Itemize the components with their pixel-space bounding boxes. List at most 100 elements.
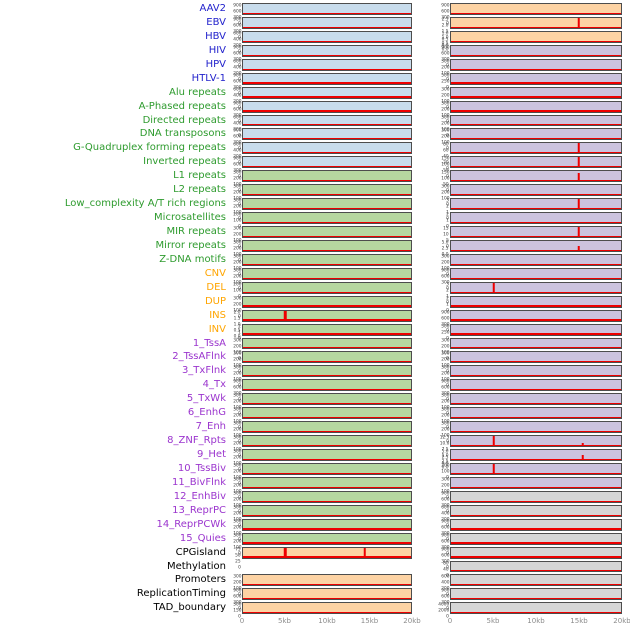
track-label: 7_Enh: [195, 421, 226, 433]
y-tick-label: 200: [232, 510, 241, 516]
y-tick-label: 600: [232, 78, 241, 84]
y-tick-label: 400: [440, 580, 449, 586]
plot-area: [242, 504, 412, 517]
y-axis-ticks: 900 600 300 0: [226, 16, 242, 39]
y-tick-label: 100: [440, 469, 449, 475]
data-baseline: [451, 26, 621, 28]
y-tick-label: 0: [238, 48, 241, 55]
y-tick-label: 300: [440, 393, 449, 399]
y-tick-label: 0: [238, 285, 241, 291]
y-tick-label: 0: [446, 614, 449, 620]
y-tick-label: 100: [232, 502, 241, 508]
y-tick-label: 0: [446, 425, 449, 431]
y-tick-label: 300: [232, 574, 241, 580]
plot-area: [242, 407, 412, 420]
track-label: HBV: [205, 30, 226, 42]
y-tick-label: 900: [440, 309, 449, 315]
plot-area: [242, 588, 412, 601]
data-baseline: [451, 570, 621, 572]
track-panel-right: 900 600 300 0: [434, 378, 622, 402]
track-label: 1_TssA: [192, 337, 226, 349]
data-baseline: [243, 542, 411, 544]
y-axis-ticks: 2.5 2.0 1.5 1.0 0.5 0.0: [434, 16, 450, 51]
y-tick-label: 0: [238, 244, 241, 250]
data-spike: [283, 547, 287, 558]
y-tick-label: 0: [238, 536, 241, 542]
track-row: CPGisland 75 50 25 0 900 600 300 0: [0, 546, 630, 569]
y-tick-label: 600: [440, 315, 449, 321]
y-tick-label: 200: [232, 413, 241, 419]
y-tick-label: 0: [238, 118, 241, 124]
track-label: DUP: [204, 295, 226, 307]
track-row: 4_Tx 900 600 300 0 900 600 300 0: [0, 378, 630, 402]
track-panel-left: 900 600 300 0: [226, 100, 412, 123]
track-label: 3_TxFlnk: [181, 365, 226, 377]
track-panel-right: 300 200 100 0: [434, 183, 622, 207]
data-baseline: [243, 152, 411, 154]
plot-area: [242, 114, 412, 127]
y-tick-label: 300: [232, 253, 241, 260]
track-panel-right: 150 100 50 0: [434, 169, 622, 193]
y-tick-label: 0: [238, 313, 241, 319]
y-tick-label: 200: [232, 232, 241, 238]
y-tick-label: 0: [446, 572, 449, 578]
y-axis-ticks: 900 600 300 0: [434, 490, 450, 513]
y-tick-label: 300: [440, 100, 449, 106]
y-tick-label: 0: [446, 84, 449, 90]
plot-area: [450, 532, 622, 545]
data-baseline: [243, 333, 411, 335]
track-label: 2_TssAFlnk: [172, 351, 226, 363]
x-tick-label: 20kb: [613, 617, 630, 626]
track-panel-right: 80 40 0: [434, 560, 622, 578]
plot-area: [450, 518, 622, 531]
y-axis-ticks: 150 100 50 0: [434, 155, 450, 179]
track-panel-right: 900 600 300 0: [434, 532, 622, 555]
data-baseline: [451, 124, 621, 126]
y-tick-label: 300: [440, 407, 449, 413]
data-spike: [577, 157, 580, 168]
data-baseline: [243, 486, 411, 488]
y-tick-label: 0: [446, 299, 449, 305]
y-tick-label: 15: [443, 226, 449, 232]
y-axis-ticks: 300 200 100 0: [226, 392, 242, 416]
y-tick-label: 300: [440, 476, 449, 483]
y-axis-ticks: 75 50 25 0: [226, 546, 242, 569]
y-tick-label: 100: [232, 377, 241, 383]
data-baseline: [451, 110, 621, 112]
track-panel-right: 5.0 2.5 0.0: [434, 448, 622, 466]
y-tick-label: 50: [443, 182, 449, 188]
track-panel-right: 500 250 0: [434, 323, 622, 340]
y-tick-label: 0: [238, 508, 241, 514]
data-baseline: [243, 235, 411, 237]
y-tick-label: 200: [232, 126, 241, 132]
track-panel-left: 900 600 300 0: [226, 72, 412, 95]
y-tick-label: 300: [232, 29, 241, 35]
track-row: DUP 300 200 100 0 2 1 0: [0, 295, 630, 318]
y-tick-label: 200: [232, 524, 241, 530]
track-label: Promoters: [174, 574, 226, 586]
y-tick-label: 600: [440, 504, 449, 510]
y-axis-ticks: 900 600 300 0: [434, 518, 450, 541]
y-tick-label: 3: [446, 198, 449, 204]
data-baseline: [243, 221, 411, 223]
y-tick-label: 600: [440, 574, 449, 580]
track-row: MIR repeats 300 200 100 0 15 10 5 0: [0, 225, 630, 249]
y-tick-label: 600: [232, 142, 241, 148]
y-tick-label: 500: [440, 72, 449, 78]
data-baseline: [243, 389, 411, 391]
y-tick-label: 0: [238, 355, 241, 361]
data-baseline: [243, 277, 411, 279]
track-panel-left: 900 600 300 0: [226, 378, 412, 402]
y-tick-label: 300: [232, 463, 241, 469]
y-tick-label: 2.5: [442, 17, 449, 23]
x-axis: 0 5kb 10kb 15kb 20kb 0 5kb 10kb 15kb 20kb: [0, 615, 630, 629]
data-baseline: [451, 12, 621, 14]
y-axis-ticks: 300 200 100 0: [434, 114, 450, 137]
track-row: HTLV-1 900 600 300 0 500 250 0: [0, 72, 630, 95]
plot-area: [450, 253, 622, 266]
track-row: Directed repeats 600 400 200 0 300 200 100 0: [0, 114, 630, 137]
y-tick-label: 400: [232, 64, 241, 70]
y-axis-ticks: 12.5 10.0 7.5 5.0 2.5 0.0: [434, 434, 450, 470]
track-panel-left: 300 200 100 0: [226, 392, 412, 416]
